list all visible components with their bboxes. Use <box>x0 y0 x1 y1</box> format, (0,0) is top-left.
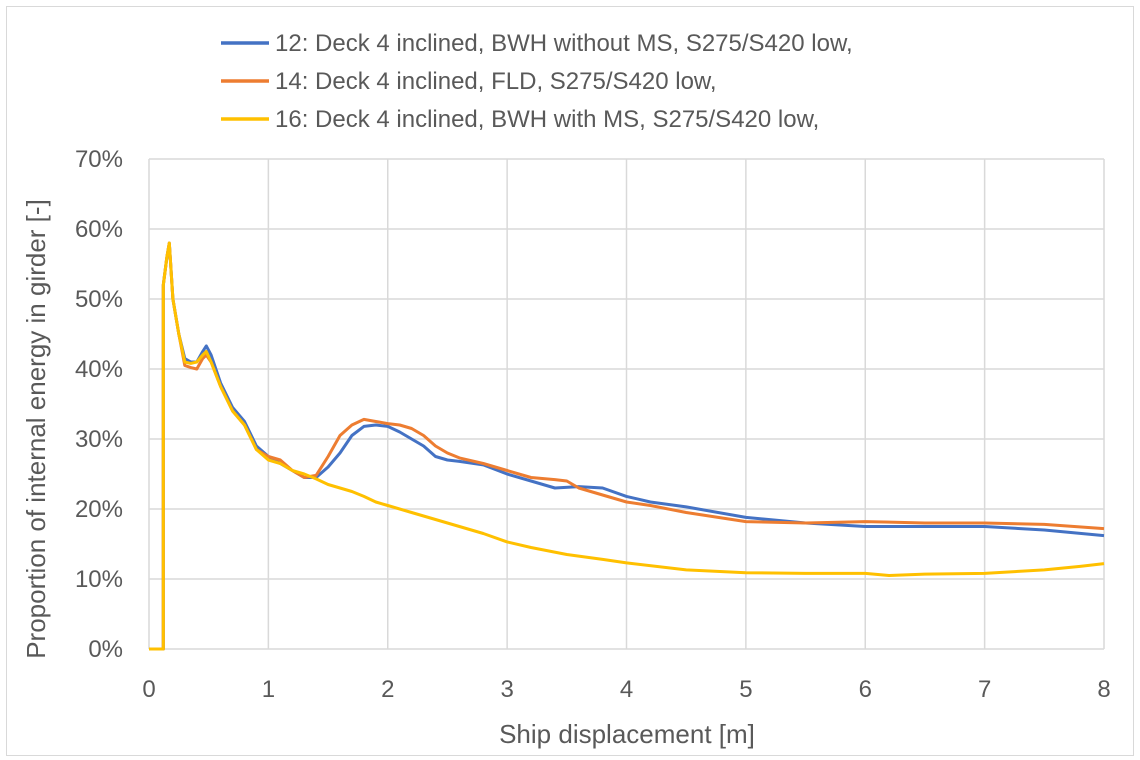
line-chart: 0% 10% 20% 30% 40% 50% 60% 70% 0 1 2 3 4 5 6 7 8 12: Dec… <box>21 30 1111 749</box>
tick-labels: 0% 10% 20% 30% 40% 50% 60% 70% 0 1 2 3 4 5 6 7 8 <box>75 146 1111 703</box>
x-tick-label: 5 <box>739 676 752 703</box>
legend: 12: Deck 4 inclined, BWH without MS, S27… <box>221 30 853 133</box>
chart-frame: 0% 10% 20% 30% 40% 50% 60% 70% 0 1 2 3 4 5 6 7 8 12: Dec… <box>6 6 1134 756</box>
grid-lines <box>148 158 1105 650</box>
legend-label: 12: Deck 4 inclined, BWH without MS, S27… <box>275 30 853 57</box>
legend-label: 16: Deck 4 inclined, BWH with MS, S275/S… <box>275 106 819 133</box>
x-tick-label: 4 <box>620 676 633 703</box>
y-tick-label: 20% <box>75 496 123 523</box>
x-tick-label: 7 <box>978 676 991 703</box>
x-tick-label: 0 <box>142 676 155 703</box>
x-tick-label: 6 <box>859 676 872 703</box>
x-tick-label: 2 <box>381 676 394 703</box>
y-tick-label: 40% <box>75 356 123 383</box>
y-tick-label: 60% <box>75 216 123 243</box>
legend-label: 14: Deck 4 inclined, FLD, S275/S420 low, <box>275 68 717 95</box>
y-tick-label: 30% <box>75 426 123 453</box>
y-tick-label: 70% <box>75 146 123 173</box>
x-tick-label: 8 <box>1097 676 1110 703</box>
series-layer <box>149 241 1105 651</box>
x-tick-label: 1 <box>262 676 275 703</box>
y-tick-label: 0% <box>88 636 123 663</box>
series-line-2 <box>149 241 1105 651</box>
x-axis-title: Ship displacement [m] <box>499 719 755 749</box>
x-tick-label: 3 <box>500 676 513 703</box>
y-tick-label: 50% <box>75 286 123 313</box>
series-line-3 <box>149 241 1105 651</box>
y-axis-title: Proportion of internal energy in girder … <box>21 199 51 659</box>
y-tick-label: 10% <box>75 566 123 593</box>
